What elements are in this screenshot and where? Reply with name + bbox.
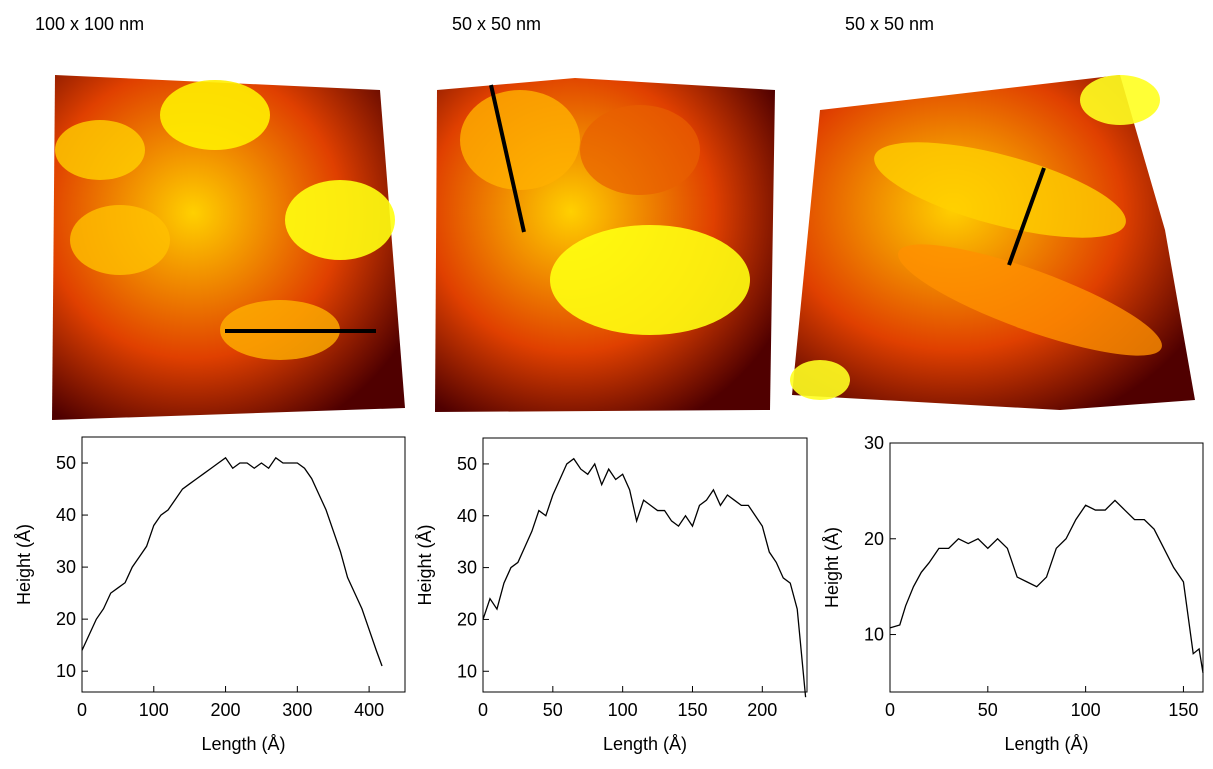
y-tick-label: 30 xyxy=(56,557,76,577)
y-tick-label: 10 xyxy=(864,625,884,645)
x-tick-label: 200 xyxy=(211,700,241,720)
x-axis-label: Length (Å) xyxy=(201,734,285,754)
y-axis-label: Height (Å) xyxy=(822,527,842,608)
x-tick-label: 100 xyxy=(139,700,169,720)
y-tick-label: 30 xyxy=(457,558,477,578)
x-tick-label: 100 xyxy=(1071,700,1101,720)
x-tick-label: 0 xyxy=(885,700,895,720)
x-tick-label: 50 xyxy=(978,700,998,720)
panel-title: 50 x 50 nm xyxy=(452,14,541,34)
y-tick-label: 10 xyxy=(56,661,76,681)
profile-line xyxy=(81,456,383,667)
profile-line xyxy=(889,499,1204,673)
y-tick-label: 50 xyxy=(56,453,76,473)
y-tick-label: 20 xyxy=(457,609,477,629)
x-tick-label: 0 xyxy=(77,700,87,720)
y-tick-label: 30 xyxy=(864,433,884,453)
y-tick-label: 20 xyxy=(56,609,76,629)
x-axis-label: Length (Å) xyxy=(1004,734,1088,754)
y-tick-label: 40 xyxy=(457,506,477,526)
plot-frame xyxy=(81,436,406,693)
plot-frame xyxy=(482,437,808,693)
y-tick-label: 50 xyxy=(457,454,477,474)
x-tick-label: 0 xyxy=(478,700,488,720)
x-tick-label: 300 xyxy=(282,700,312,720)
afm-image-2 xyxy=(435,78,775,412)
y-tick-label: 20 xyxy=(864,529,884,549)
x-tick-label: 150 xyxy=(677,700,707,720)
y-axis-label: Height (Å) xyxy=(14,524,34,605)
x-tick-label: 400 xyxy=(354,700,384,720)
panel-title: 100 x 100 nm xyxy=(35,14,144,34)
y-tick-label: 40 xyxy=(56,505,76,525)
x-tick-label: 100 xyxy=(608,700,638,720)
afm-image-1 xyxy=(52,75,405,420)
x-tick-label: 150 xyxy=(1168,700,1198,720)
afm-image-3 xyxy=(790,75,1195,410)
y-tick-label: 10 xyxy=(457,661,477,681)
plot-frame xyxy=(889,442,1204,693)
panel-title: 50 x 50 nm xyxy=(845,14,934,34)
x-axis-label: Length (Å) xyxy=(603,734,687,754)
y-axis-label: Height (Å) xyxy=(415,524,435,605)
profile-line xyxy=(482,457,807,698)
x-tick-label: 50 xyxy=(543,700,563,720)
x-tick-label: 200 xyxy=(747,700,777,720)
